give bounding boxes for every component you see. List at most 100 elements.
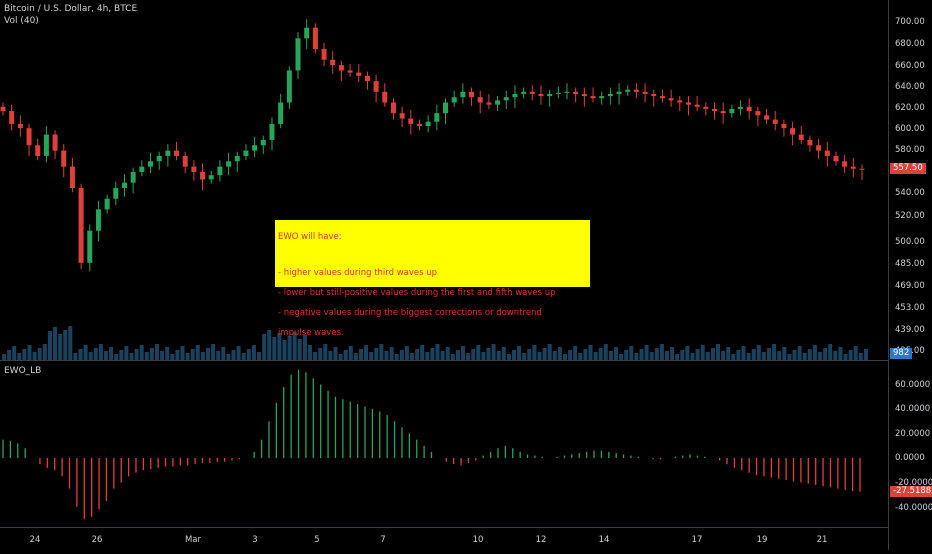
candle-body <box>443 102 449 114</box>
candle-body <box>382 91 388 103</box>
candle-body <box>451 97 457 103</box>
volume-bar <box>348 346 353 360</box>
candle-body <box>512 93 518 98</box>
volume-bar <box>109 347 114 360</box>
time-tick-label: 19 <box>756 535 768 545</box>
volume-bar <box>818 352 822 360</box>
candle-body <box>790 128 796 135</box>
time-tick-label: 26 <box>91 535 103 545</box>
candle-body <box>764 115 770 120</box>
candle-body <box>555 92 561 94</box>
candle-body <box>642 91 648 94</box>
volume-bar <box>374 348 379 360</box>
volume-bar <box>491 344 496 360</box>
volume-bar <box>563 354 567 360</box>
candle-body <box>729 108 735 114</box>
annotation-title: EWO will have: <box>278 232 342 242</box>
price-tick-label: 580.00 <box>895 145 925 155</box>
volume-bar <box>149 348 154 360</box>
volume-bar <box>389 347 394 360</box>
volume-bar <box>129 353 134 360</box>
candle-body <box>495 100 501 105</box>
volume-bar <box>481 352 486 360</box>
candle-body <box>529 91 535 94</box>
candle-body <box>252 145 258 151</box>
candle-body <box>148 161 154 167</box>
candle-body <box>226 161 232 167</box>
candle-body <box>781 123 787 129</box>
candle-body <box>477 97 483 103</box>
candle-body <box>364 75 370 82</box>
volume-bar <box>47 331 52 360</box>
price-tick-label: 500.00 <box>895 237 925 247</box>
ewo-tick-label: -20.0000 <box>895 478 932 488</box>
candle-body <box>633 89 639 92</box>
price-tick-label: 520.00 <box>895 211 925 221</box>
price-tick-label: 439.00 <box>895 325 925 335</box>
volume-bar <box>863 349 868 360</box>
volume-bar <box>532 345 537 360</box>
volume-bar <box>557 347 562 360</box>
price-tick-label: 680.00 <box>895 39 925 49</box>
candle-body <box>295 38 301 71</box>
candle-body <box>833 155 839 162</box>
volume-bar <box>195 345 200 360</box>
volume-bar <box>685 346 690 360</box>
time-tick-label: 21 <box>816 535 828 545</box>
candle-body <box>469 91 475 98</box>
volume-bar <box>731 354 736 360</box>
candle-body <box>573 91 579 94</box>
annotation-line-4: impulse waves. <box>278 328 344 338</box>
candle-body <box>668 98 674 101</box>
volume-bar <box>318 348 323 360</box>
candle-body <box>711 108 717 112</box>
volume-bar <box>705 352 710 360</box>
volume-bar <box>83 345 88 360</box>
volume-bar <box>823 348 828 360</box>
volume-bar <box>63 330 68 360</box>
volume-bar <box>160 351 165 360</box>
volume-bar <box>675 354 680 360</box>
volume-bar <box>670 347 675 360</box>
price-tick-label: 600.00 <box>895 124 925 134</box>
volume-bar <box>410 353 414 360</box>
candle-body <box>625 89 631 92</box>
volume-bar <box>277 333 282 360</box>
volume-bar <box>802 353 807 360</box>
time-tick-label: 5 <box>314 535 320 545</box>
volume-bar <box>359 349 363 360</box>
price-tick-label: 485.00 <box>895 259 925 269</box>
volume-bar <box>496 351 501 360</box>
candle-body <box>269 123 275 140</box>
time-tick-label: 14 <box>598 535 610 545</box>
candle-body <box>703 106 709 109</box>
volume-bar <box>828 344 833 360</box>
volume-bar <box>501 347 506 360</box>
volume-bar <box>695 349 700 360</box>
volume-bar <box>782 347 787 360</box>
volume-bar <box>710 348 715 360</box>
volume-bar <box>573 346 578 360</box>
volume-bar <box>700 345 705 360</box>
volume-bar <box>659 344 664 360</box>
volume-bar <box>435 344 440 360</box>
candle-body <box>312 27 318 50</box>
pane-divider[interactable] <box>0 360 888 361</box>
price-tick-label: 660.00 <box>895 61 925 71</box>
price-tick-label: 453.00 <box>895 303 925 313</box>
annotation-note[interactable]: EWO will have: - higher values during th… <box>275 220 590 338</box>
candle-body <box>824 150 830 156</box>
volume-bar <box>772 344 777 360</box>
candle-body <box>434 113 440 122</box>
candle-body <box>373 81 379 92</box>
volume-bar <box>308 345 312 360</box>
volume-bar <box>12 346 17 360</box>
volume-bar <box>649 352 654 360</box>
time-tick-label: 10 <box>472 535 484 545</box>
volume-bar <box>838 347 843 360</box>
volume-bar <box>93 348 98 360</box>
candle-body <box>156 155 162 162</box>
volume-bar <box>654 348 659 360</box>
